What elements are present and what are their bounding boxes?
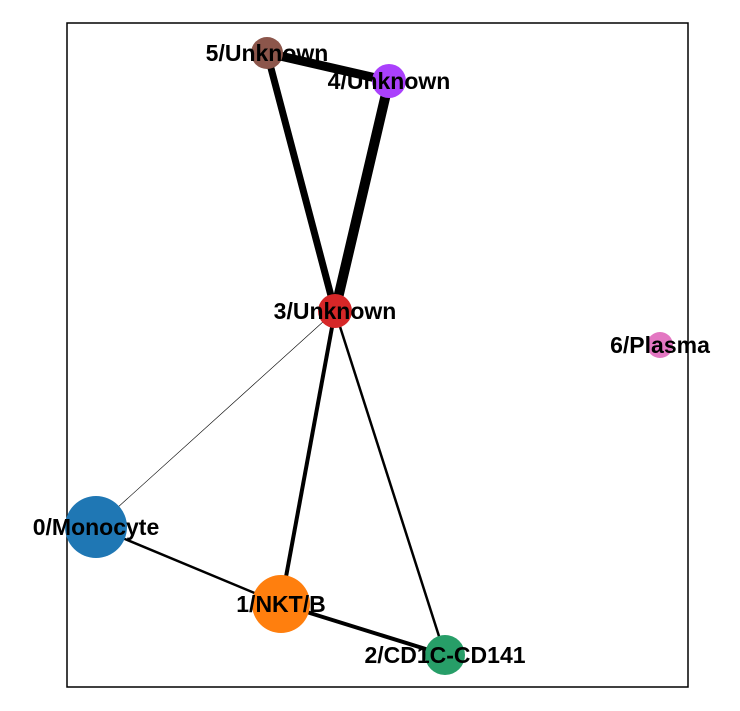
node-label-2: 2/CD1C-CD141 [364,642,525,668]
edge-layer [95,48,447,657]
node-0 [65,496,127,558]
node-6 [647,332,673,358]
node-label-1: 1/NKT/B [236,591,325,617]
label-layer: 0/Monocyte 1/NKT/B 2/CD1C-CD141 3/Unknown 4/… [33,40,710,668]
node-label-5: 5/Unknown [206,40,329,66]
plot-frame [66,22,689,688]
edge-3-1 [279,310,337,605]
edge-4-3 [330,79,394,313]
node-label-0: 0/Monocyte [33,514,160,540]
node-4 [372,64,406,98]
node-1 [252,575,310,633]
edge-3-2 [333,310,447,656]
edge-5-3 [263,52,339,312]
edge-0-1 [95,525,282,606]
edge-3-0 [95,310,336,528]
node-label-6: 6/Plasma [610,332,710,358]
edge-5-4 [265,48,391,86]
node-2 [425,635,465,675]
node-5 [251,37,283,69]
node-3 [318,294,352,328]
node-label-4: 4/Unknown [328,68,451,94]
node-layer [65,37,673,675]
node-label-3: 3/Unknown [274,298,397,324]
